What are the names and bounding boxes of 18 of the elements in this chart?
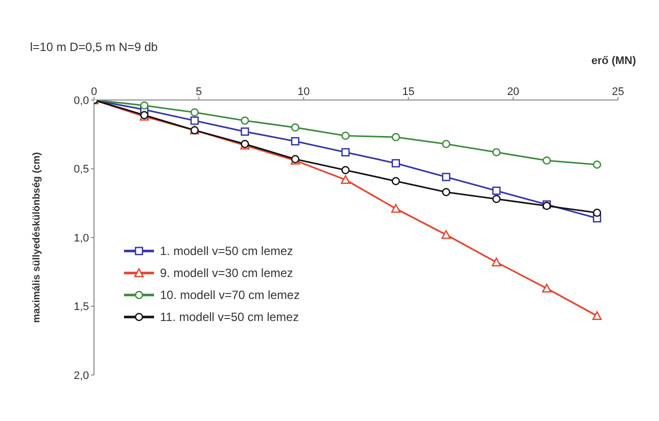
x-tick-label: 25 xyxy=(612,86,624,98)
y-tick-label: 1,0 xyxy=(74,232,89,244)
y-tick-label: 1,5 xyxy=(74,301,89,314)
x-axis-title: erő (MN) xyxy=(591,54,636,67)
x-tick-label: 0 xyxy=(90,86,98,98)
x-tick-label: 20 xyxy=(507,86,520,98)
x-tick-label: 15 xyxy=(402,86,415,98)
legend-label: 9. modell v=30 cm lemez xyxy=(160,266,294,280)
y-tick-label: 2,0 xyxy=(74,370,89,382)
x-tick-label: 10 xyxy=(297,86,310,98)
y-tick-label: 0,5 xyxy=(74,164,89,176)
legend-label: 1. modell v=50 cm lemez xyxy=(160,244,294,258)
chart-title: l=10 m D=0,5 m N=9 db xyxy=(30,40,158,54)
legend-label: 10. modell v=70 cm lemez xyxy=(160,288,300,302)
x-tick-label: 5 xyxy=(196,86,202,98)
legend-label: 11. modell v=50 cm lemez xyxy=(160,310,299,324)
y-axis-title: maximális süllyedéskülönbség (cm) xyxy=(32,152,43,323)
y-tick-label: 0,0 xyxy=(74,94,89,107)
